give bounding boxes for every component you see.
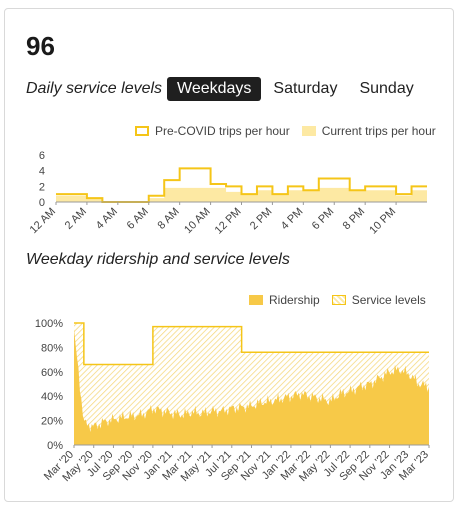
ridership-legend: Ridership Service levels [237,293,426,307]
x-tick-label: 10 AM [182,206,213,237]
x-tick-label: 6 PM [310,206,337,233]
tab-saturday[interactable]: Saturday [273,80,338,97]
service-levels-line [74,322,429,366]
current-swatch-icon [301,126,316,136]
y-tick-label: 40% [41,391,63,403]
legend-item-ridership: Ridership [249,293,320,307]
y-tick-label: 2 [39,181,45,193]
ridership-area [74,329,429,445]
y-tick-label: 0% [47,440,63,452]
ridership-swatch-icon [249,295,263,305]
x-tick-label: 6 AM [125,206,151,232]
x-tick-label: 8 AM [156,206,182,232]
ridership-chart-title: Weekday ridership and service levels [26,251,290,268]
x-tick-label: 2 AM [63,206,89,232]
x-tick-label: 12 AM [28,206,59,237]
x-tick-label: 4 PM [279,206,306,233]
hourly-legend: Pre-COVID trips per hour Current trips p… [123,124,436,138]
service-swatch-icon [331,295,346,305]
x-tick-label: 8 PM [341,206,368,233]
y-tick-label: 60% [41,367,63,379]
y-tick-label: 100% [35,318,63,330]
y-tick-label: 80% [41,342,63,354]
legend-label-service: Service levels [351,293,426,307]
legend-item-precovid: Pre-COVID trips per hour [135,124,290,138]
legend-label-ridership: Ridership [269,293,320,307]
legend-label-precovid: Pre-COVID trips per hour [155,124,290,138]
y-tick-label: 20% [41,416,63,428]
x-tick-label: 12 PM [213,206,244,237]
route-card: 96 Daily service levels Weekdays Saturda… [4,8,454,502]
tab-weekdays[interactable]: Weekdays [167,77,262,101]
x-tick-label: 10 PM [367,206,398,237]
legend-item-current: Current trips per hour [301,124,436,138]
y-tick-label: 6 [39,150,45,162]
route-number: 96 [26,31,55,61]
hourly-service-chart: 0 2 4 6 12 AM 2 AM 4 AM 6 AM 8 AM 10 AM 12 PM 2 PM 4… [28,150,427,237]
tab-sunday[interactable]: Sunday [359,80,414,97]
y-tick-label: 4 [39,166,45,178]
day-type-tabs: Weekdays Saturday Sunday [167,77,426,101]
precovid-swatch-icon [135,126,149,136]
x-tick-label: 2 PM [248,206,275,233]
y-tick-label: 0 [39,197,45,209]
x-tick-label: 4 AM [94,206,120,232]
legend-label-current: Current trips per hour [321,124,436,138]
legend-item-service: Service levels [331,293,426,307]
service-levels-label: Daily service levels [26,80,163,97]
